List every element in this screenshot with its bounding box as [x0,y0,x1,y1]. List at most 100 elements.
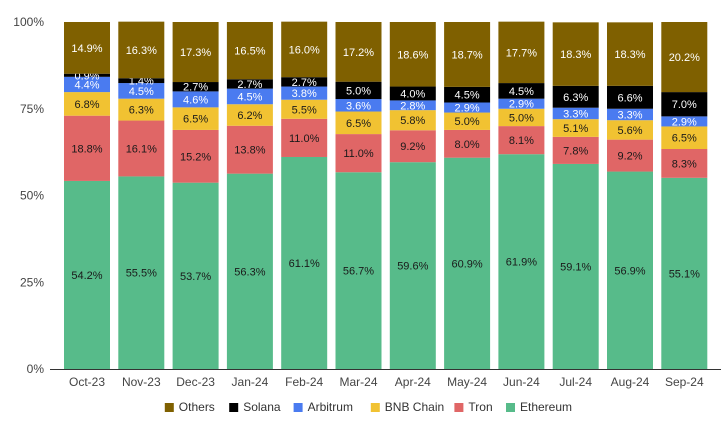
data-label: 6.3% [563,92,588,104]
data-label: 16.1% [126,143,157,155]
bar-segment-others [607,22,653,86]
bar-segment-bnb-chain [118,98,165,121]
data-label: 7.8% [563,145,588,157]
x-tick-label: Aug-24 [611,375,650,389]
bar-segment-ethereum [64,180,110,369]
data-label: 6.5% [183,114,208,126]
legend-label: Solana [243,400,281,414]
bar-segment-bnb-chain [281,99,328,119]
bar-segment-tron [172,129,219,183]
bar-segment-ethereum [389,162,436,369]
data-label: 59.1% [560,261,591,273]
data-label: 4.0% [400,88,425,100]
y-tick-label: 0% [27,362,45,376]
data-label: 11.0% [343,148,374,160]
bar-segment-ethereum [661,177,708,369]
data-label: 17.7% [506,47,537,59]
data-label: 18.8% [71,143,102,155]
legend-label: Tron [468,400,492,414]
bar-segment-ethereum [281,156,328,369]
data-label: 4.5% [509,86,534,98]
bar-segment-solana [281,77,328,87]
data-label: 5.0% [346,85,371,97]
bar-segment-tron [118,120,165,177]
data-label: 18.6% [397,49,428,61]
bar-segment-bnb-chain [661,126,708,150]
bar-segment-solana [118,78,165,84]
data-label: 54.2% [71,270,102,282]
legend-label: Ethereum [520,400,572,414]
data-label: 5.5% [292,104,317,116]
bar-segment-bnb-chain [498,108,545,127]
bar-segment-tron [661,149,708,178]
bar-segment-tron [335,134,382,173]
data-label: 5.1% [563,123,588,135]
x-tick-label: Oct-23 [69,375,105,389]
bar-segment-tron [607,139,653,172]
bar-segment-arbitrum [498,98,545,109]
data-label: 4.4% [74,79,99,91]
data-label: 8.3% [672,158,697,170]
data-label: 4.5% [237,91,262,103]
bar-segment-others [226,22,273,80]
legend-swatch-others [164,403,174,412]
data-label: 56.7% [343,266,374,278]
data-label: 3.6% [346,100,371,112]
bar-segment-ethereum [335,172,382,369]
data-label: 16.3% [126,45,157,57]
data-label: 16.5% [234,46,265,58]
bar-segment-ethereum [552,163,599,369]
data-label: 56.9% [614,265,645,277]
bar-segment-bnb-chain [64,92,110,116]
bar-segment-solana [64,73,110,77]
data-label: 5.0% [509,112,534,124]
data-label: 13.8% [234,145,265,157]
data-label: 18.3% [614,49,645,61]
data-label: 60.9% [451,258,482,270]
data-label: 4.6% [183,94,208,106]
bar-segment-others [335,22,382,82]
data-label: 61.1% [289,258,320,270]
bar-segment-solana [498,83,545,99]
x-tick-label: Nov-23 [122,375,161,389]
y-tick-label: 25% [20,275,44,289]
legend-swatch-arbitrum [293,403,303,412]
bar-segment-arbitrum [226,88,273,105]
data-label: 2.8% [400,100,425,112]
x-tick-label: Sep-24 [665,375,704,389]
data-label: 55.5% [126,268,157,280]
bar-segment-bnb-chain [444,112,491,130]
bar-segment-others [118,21,165,79]
bar-segment-tron [281,118,328,157]
data-label: 6.5% [346,118,371,130]
legend-swatch-tron [454,403,464,412]
bar-segment-arbitrum [444,102,491,113]
y-tick-label: 100% [13,15,44,29]
x-tick-label: Jan-24 [232,375,269,389]
bar-segment-ethereum [444,157,491,369]
data-label: 1.4% [129,76,154,88]
x-tick-label: May-24 [447,375,487,389]
bar-segment-solana [389,86,436,101]
data-label: 5.0% [455,116,480,128]
data-label: 9.2% [400,141,425,153]
bar-segment-ethereum [172,182,219,369]
bar-segment-others [172,22,219,83]
bar-segment-ethereum [607,171,653,369]
data-label: 6.2% [237,110,262,122]
bar-segment-arbitrum [389,100,436,111]
data-label: 2.9% [672,116,697,128]
data-label: 15.2% [180,151,211,163]
legend-label: BNB Chain [385,400,444,414]
bar-segment-bnb-chain [335,111,382,135]
data-label: 2.7% [183,82,208,94]
legend-swatch-ethereum [506,403,515,412]
bar-segment-tron [226,125,273,174]
legend-label: Others [179,400,215,414]
data-label: 18.3% [560,49,591,61]
data-label: 2.9% [455,103,480,115]
bar-segment-ethereum [498,154,545,369]
x-tick-label: Apr-24 [395,375,431,389]
